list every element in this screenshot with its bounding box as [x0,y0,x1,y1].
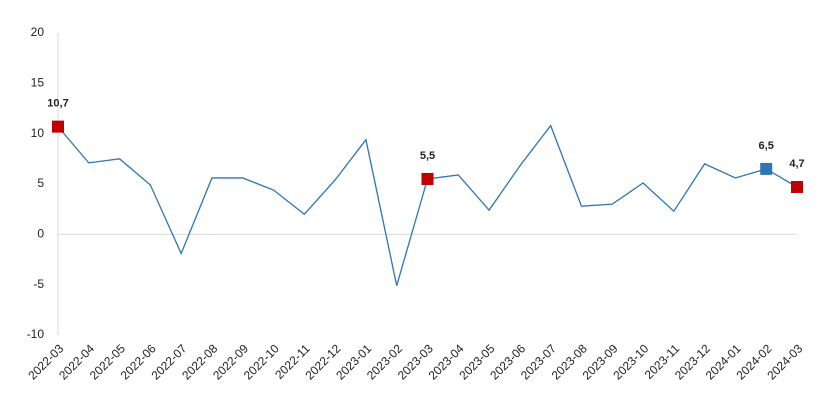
y-tick-label: 0 [37,227,44,241]
marker [791,181,803,194]
value-label: 6,5 [759,140,774,152]
value-label: 4,7 [789,158,804,170]
y-tick-label: 5 [37,176,44,190]
y-tick-label: -10 [27,327,45,341]
marker [421,172,434,185]
value-label: 5,5 [420,150,435,162]
y-tick-label: -5 [33,277,44,291]
y-tick-label: 10 [31,126,45,140]
marker [52,120,64,133]
y-tick-label: 20 [31,25,45,39]
y-tick-label: 15 [31,76,45,90]
marker [760,162,773,175]
value-label: 10,7 [47,98,68,110]
